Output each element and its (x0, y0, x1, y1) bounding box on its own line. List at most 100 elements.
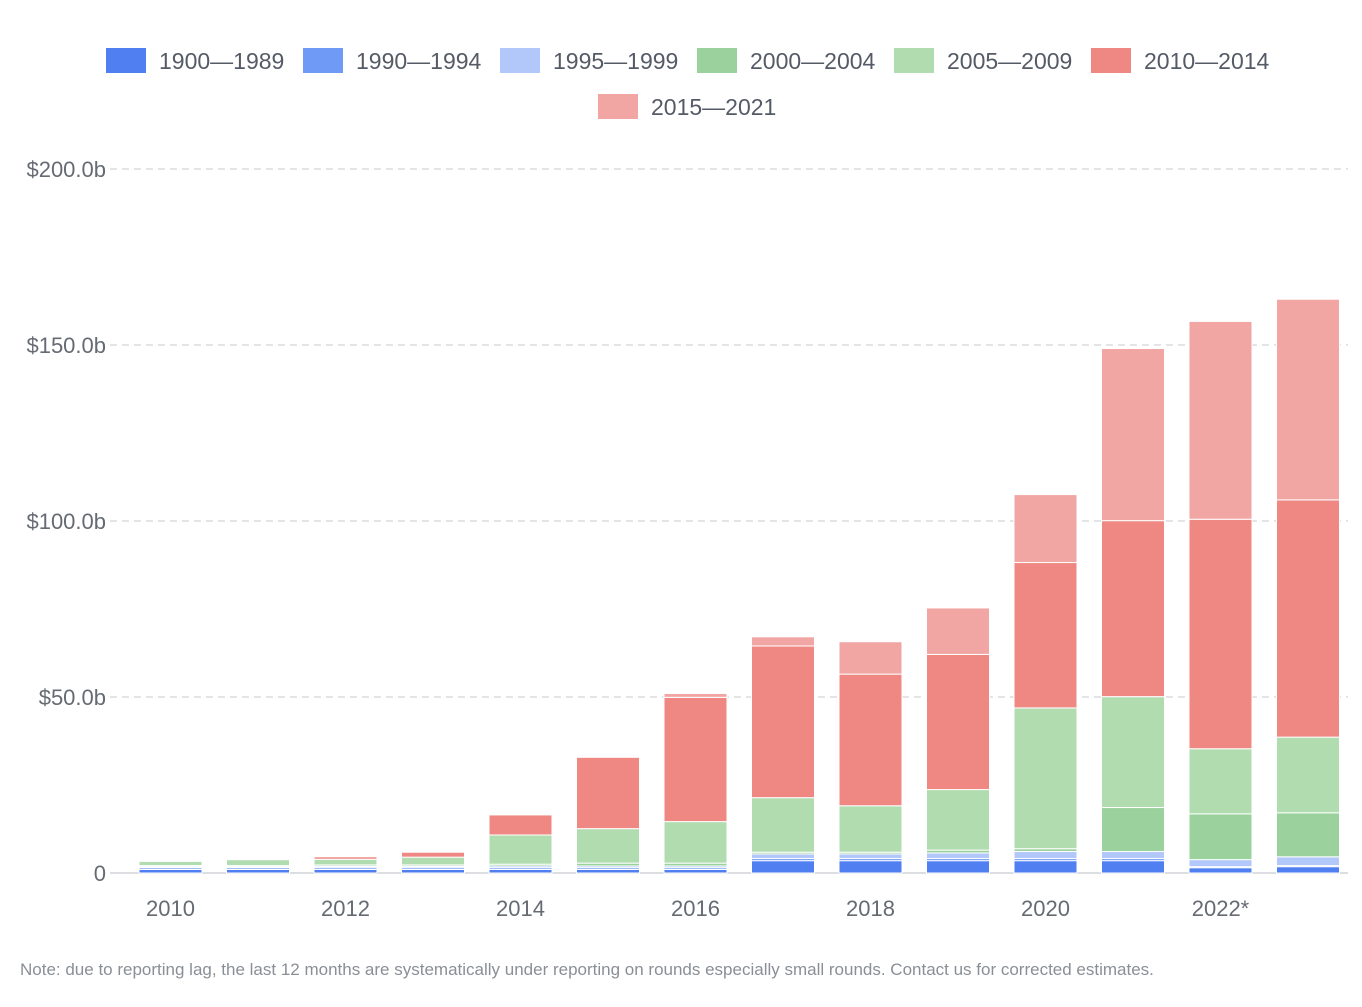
bar-segment (138, 868, 203, 874)
bar-segment (663, 868, 728, 874)
bar-segment (138, 860, 203, 867)
bar-segment (1013, 860, 1078, 874)
x-axis: 2010 2012 2014 2016 2018 2020 2022* (146, 896, 1250, 921)
bar-segment (1276, 856, 1340, 867)
bar-segment (1276, 499, 1340, 738)
bar-stack-2019 (926, 607, 990, 874)
bar-segment (226, 859, 290, 867)
x-tick-label: 2020 (1021, 896, 1070, 921)
bar-segment (1013, 707, 1078, 850)
bar-segment (1013, 494, 1078, 564)
bar-stack-2016 (663, 692, 728, 874)
legend-item[interactable]: 2015—2021 (598, 94, 776, 120)
bar-segment (1013, 851, 1078, 860)
legend-item[interactable]: 2005—2009 (894, 48, 1072, 74)
bar-segment (926, 852, 990, 860)
y-tick-label: 0 (94, 861, 106, 886)
bars (138, 298, 1340, 874)
bar-segment (751, 636, 815, 647)
bar-stack-2015 (576, 756, 640, 874)
legend-label: 1995—1999 (553, 48, 678, 74)
bar-segment (488, 868, 553, 874)
y-tick-label: $100.0b (26, 509, 106, 534)
bar-segment (1101, 348, 1165, 522)
x-tick-label: 2014 (496, 896, 545, 921)
bar-stack-2021 (1101, 348, 1165, 874)
bar-stack-2014 (488, 814, 553, 874)
x-tick-label: 2022* (1192, 896, 1250, 921)
bar-segment (926, 607, 990, 655)
bar-stack-2013 (401, 851, 465, 874)
bar-segment (751, 645, 815, 799)
y-axis: 0 $50.0b $100.0b $150.0b $200.0b (26, 157, 106, 886)
bar-stack-2020 (1013, 494, 1078, 874)
legend-swatch (1091, 48, 1131, 73)
x-tick-label: 2016 (671, 896, 720, 921)
bar-segment (401, 856, 465, 866)
bar-stack-2012 (313, 856, 378, 874)
y-tick-label: $150.0b (26, 333, 106, 358)
bar-segment (576, 756, 640, 830)
bar-segment (751, 797, 815, 853)
bar-segment (1188, 320, 1253, 520)
legend-label: 2010—2014 (1144, 48, 1270, 74)
legend-swatch (106, 48, 146, 73)
bar-segment (1188, 748, 1253, 815)
y-tick-label: $50.0b (39, 685, 106, 710)
bar-stack-2017 (751, 636, 815, 874)
legend-swatch (598, 94, 638, 119)
bar-segment (1013, 562, 1078, 709)
bar-segment (1276, 866, 1340, 874)
bar-segment (1101, 851, 1165, 860)
legend-label: 2005—2009 (947, 48, 1072, 74)
footnote: Note: due to reporting lag, the last 12 … (20, 960, 1154, 979)
bar-stack-2018 (838, 641, 903, 874)
legend-item[interactable]: 1995—1999 (500, 48, 678, 74)
bar-segment (663, 696, 728, 823)
x-tick-label: 2010 (146, 896, 195, 921)
x-tick-label: 2018 (846, 896, 895, 921)
bar-segment (401, 851, 465, 858)
bar-segment (1276, 812, 1340, 858)
bar-stack-2022 (1188, 320, 1253, 874)
legend-item[interactable]: 2010—2014 (1091, 48, 1270, 74)
bar-stack-2011 (226, 858, 290, 874)
bar-segment (1101, 807, 1165, 853)
y-tick-label: $200.0b (26, 157, 106, 182)
bar-segment (226, 868, 290, 874)
legend-label: 2000—2004 (750, 48, 876, 74)
bar-segment (1188, 859, 1253, 868)
bar-stack-2010 (138, 860, 203, 874)
bar-segment (401, 868, 465, 874)
bar-segment (313, 858, 378, 866)
bar-segment (838, 805, 903, 853)
bar-segment (926, 860, 990, 874)
bar-segment (1101, 860, 1165, 874)
bar-segment (663, 692, 728, 698)
bar-segment (1188, 867, 1253, 874)
bar-segment (838, 673, 903, 807)
bar-segment (926, 653, 990, 791)
bar-segment (1188, 518, 1253, 750)
bar-segment (576, 828, 640, 864)
bar-segment (313, 856, 378, 860)
x-tick-label: 2012 (321, 896, 370, 921)
bar-segment (313, 868, 378, 874)
legend-label: 1990—1994 (356, 48, 482, 74)
bar-segment (838, 860, 903, 874)
legend-item[interactable]: 1900—1989 (106, 48, 284, 74)
legend-swatch (697, 48, 737, 73)
bar-segment (576, 868, 640, 874)
bar-segment (488, 834, 553, 865)
bar-segment (663, 821, 728, 864)
bar-segment (488, 814, 553, 836)
legend-swatch (500, 48, 540, 73)
legend-item[interactable]: 2000—2004 (697, 48, 876, 74)
bar-stack-2023 (1276, 298, 1340, 874)
legend-label: 2015—2021 (651, 94, 776, 120)
bar-segment (1276, 736, 1340, 814)
legend-swatch (894, 48, 934, 73)
legend-item[interactable]: 1990—1994 (303, 48, 482, 74)
